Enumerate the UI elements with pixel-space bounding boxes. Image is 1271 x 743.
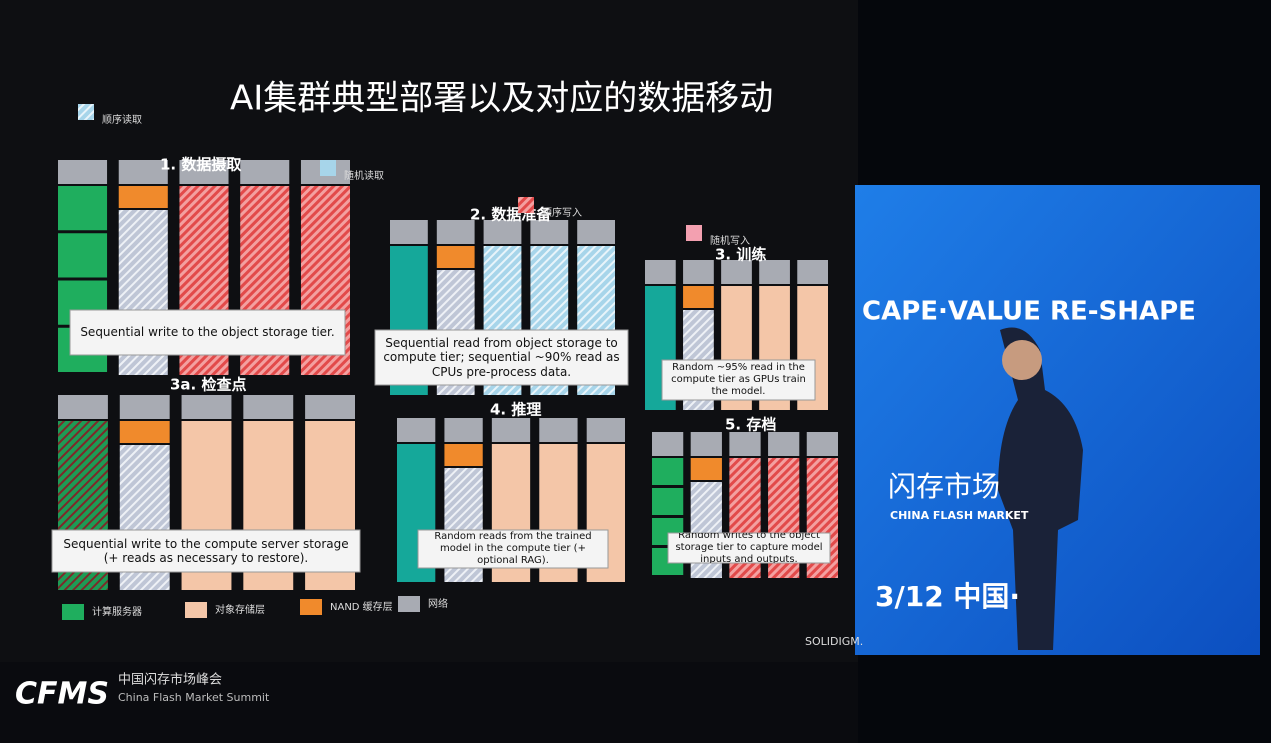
network bbox=[119, 395, 170, 419]
screen-name-en: CHINA FLASH MARKET bbox=[890, 509, 1029, 522]
network bbox=[390, 220, 428, 244]
section-title: 1. 数据摄取 bbox=[160, 156, 242, 174]
legend-label: 顺序写入 bbox=[542, 206, 582, 219]
footer-logo: CFMS bbox=[15, 677, 109, 712]
legend-swatch bbox=[686, 225, 702, 241]
caption: Random ~95% read in the compute tier as … bbox=[671, 362, 806, 397]
network bbox=[530, 220, 569, 244]
caption-box bbox=[661, 359, 816, 401]
network bbox=[690, 432, 722, 456]
section-title: 3. 训练 bbox=[715, 246, 766, 264]
network bbox=[768, 432, 800, 456]
caption-wrap: Random writes to the object storage tier… bbox=[675, 533, 823, 563]
legend-label: 网络 bbox=[428, 597, 448, 610]
section-title: 2. 数据准备 bbox=[470, 206, 552, 224]
caption-box bbox=[69, 309, 346, 356]
slide-title: AI集群典型部署以及对应的数据移动 bbox=[230, 79, 773, 119]
caption: Sequential write to the object storage t… bbox=[80, 325, 335, 340]
legend-label: 随机写入 bbox=[710, 234, 750, 247]
caption: Sequential write to the compute server s… bbox=[63, 536, 349, 565]
network bbox=[58, 395, 108, 419]
nand bbox=[690, 458, 722, 480]
network bbox=[586, 418, 625, 442]
nand bbox=[436, 246, 475, 268]
nand bbox=[119, 421, 170, 443]
legend-label: 对象存储层 bbox=[215, 603, 265, 616]
compute-block bbox=[652, 458, 684, 485]
network bbox=[683, 260, 714, 284]
screen-date: 3/12 中国· bbox=[875, 580, 1020, 613]
legend-swatch bbox=[398, 596, 420, 612]
network bbox=[243, 395, 294, 419]
compute-block bbox=[58, 186, 108, 231]
network bbox=[652, 432, 684, 456]
nand bbox=[118, 186, 168, 208]
caption-wrap: Random reads from the trained model in t… bbox=[434, 531, 592, 566]
network bbox=[483, 220, 522, 244]
network bbox=[806, 432, 838, 456]
caption: Sequential read from object storage to c… bbox=[383, 335, 620, 379]
footer-name-en: China Flash Market Summit bbox=[118, 691, 270, 704]
network bbox=[759, 260, 790, 284]
network bbox=[444, 418, 483, 442]
network bbox=[179, 160, 229, 184]
brand: SOLIDIGM. bbox=[805, 635, 863, 648]
speaker-head bbox=[1002, 340, 1042, 380]
caption-wrap: Sequential write to the object storage t… bbox=[80, 325, 335, 340]
diagram: 1. 数据摄取 Sequential write to the object st… bbox=[51, 104, 838, 620]
network bbox=[181, 395, 232, 419]
network bbox=[397, 418, 436, 442]
legend-label: 计算服务器 bbox=[92, 605, 142, 618]
footer-name-cn: 中国闪存市场峰会 bbox=[118, 672, 222, 688]
body bbox=[690, 482, 722, 578]
speaker bbox=[998, 327, 1083, 650]
caption-wrap: Sequential read from object storage to c… bbox=[383, 335, 620, 379]
caption-box bbox=[374, 329, 629, 386]
screen-name-cn: 闪存市场 bbox=[888, 470, 1000, 503]
screen-slogan: CAPE·VALUE RE-SHAPE bbox=[862, 297, 1196, 327]
network bbox=[645, 260, 676, 284]
nand bbox=[683, 286, 714, 308]
network bbox=[491, 418, 531, 442]
network bbox=[58, 160, 108, 184]
network bbox=[577, 220, 615, 244]
caption-box bbox=[667, 532, 831, 564]
legend-label: 顺序读取 bbox=[102, 113, 142, 126]
network bbox=[305, 395, 355, 419]
network bbox=[729, 432, 761, 456]
network bbox=[797, 260, 828, 284]
legend-swatch bbox=[185, 602, 207, 618]
compute-block bbox=[652, 488, 684, 515]
nand bbox=[444, 444, 483, 466]
network bbox=[436, 220, 475, 244]
network bbox=[721, 260, 752, 284]
legend-label: NAND 缓存层 bbox=[330, 600, 393, 613]
network bbox=[118, 160, 168, 184]
network bbox=[240, 160, 290, 184]
legend-swatch bbox=[320, 160, 336, 176]
section-title: 3a. 检查点 bbox=[170, 376, 246, 394]
legend-swatch bbox=[78, 104, 94, 120]
compute-block bbox=[58, 233, 108, 278]
footer-band bbox=[0, 662, 858, 743]
legend-swatch bbox=[518, 197, 534, 213]
section-title: 4. 推理 bbox=[490, 401, 541, 419]
legend-swatch bbox=[62, 604, 84, 620]
caption-box bbox=[51, 529, 361, 573]
caption-wrap: Sequential write to the compute server s… bbox=[63, 536, 349, 565]
caption-box bbox=[417, 529, 609, 569]
legend-label: 随机读取 bbox=[344, 169, 384, 182]
section-title: 5. 存档 bbox=[725, 416, 776, 434]
legend-swatch bbox=[300, 599, 322, 615]
caption: Random writes to the object storage tier… bbox=[675, 533, 823, 563]
caption: Random reads from the trained model in t… bbox=[434, 531, 592, 566]
network bbox=[539, 418, 578, 442]
caption-wrap: Random ~95% read in the compute tier as … bbox=[671, 362, 806, 397]
